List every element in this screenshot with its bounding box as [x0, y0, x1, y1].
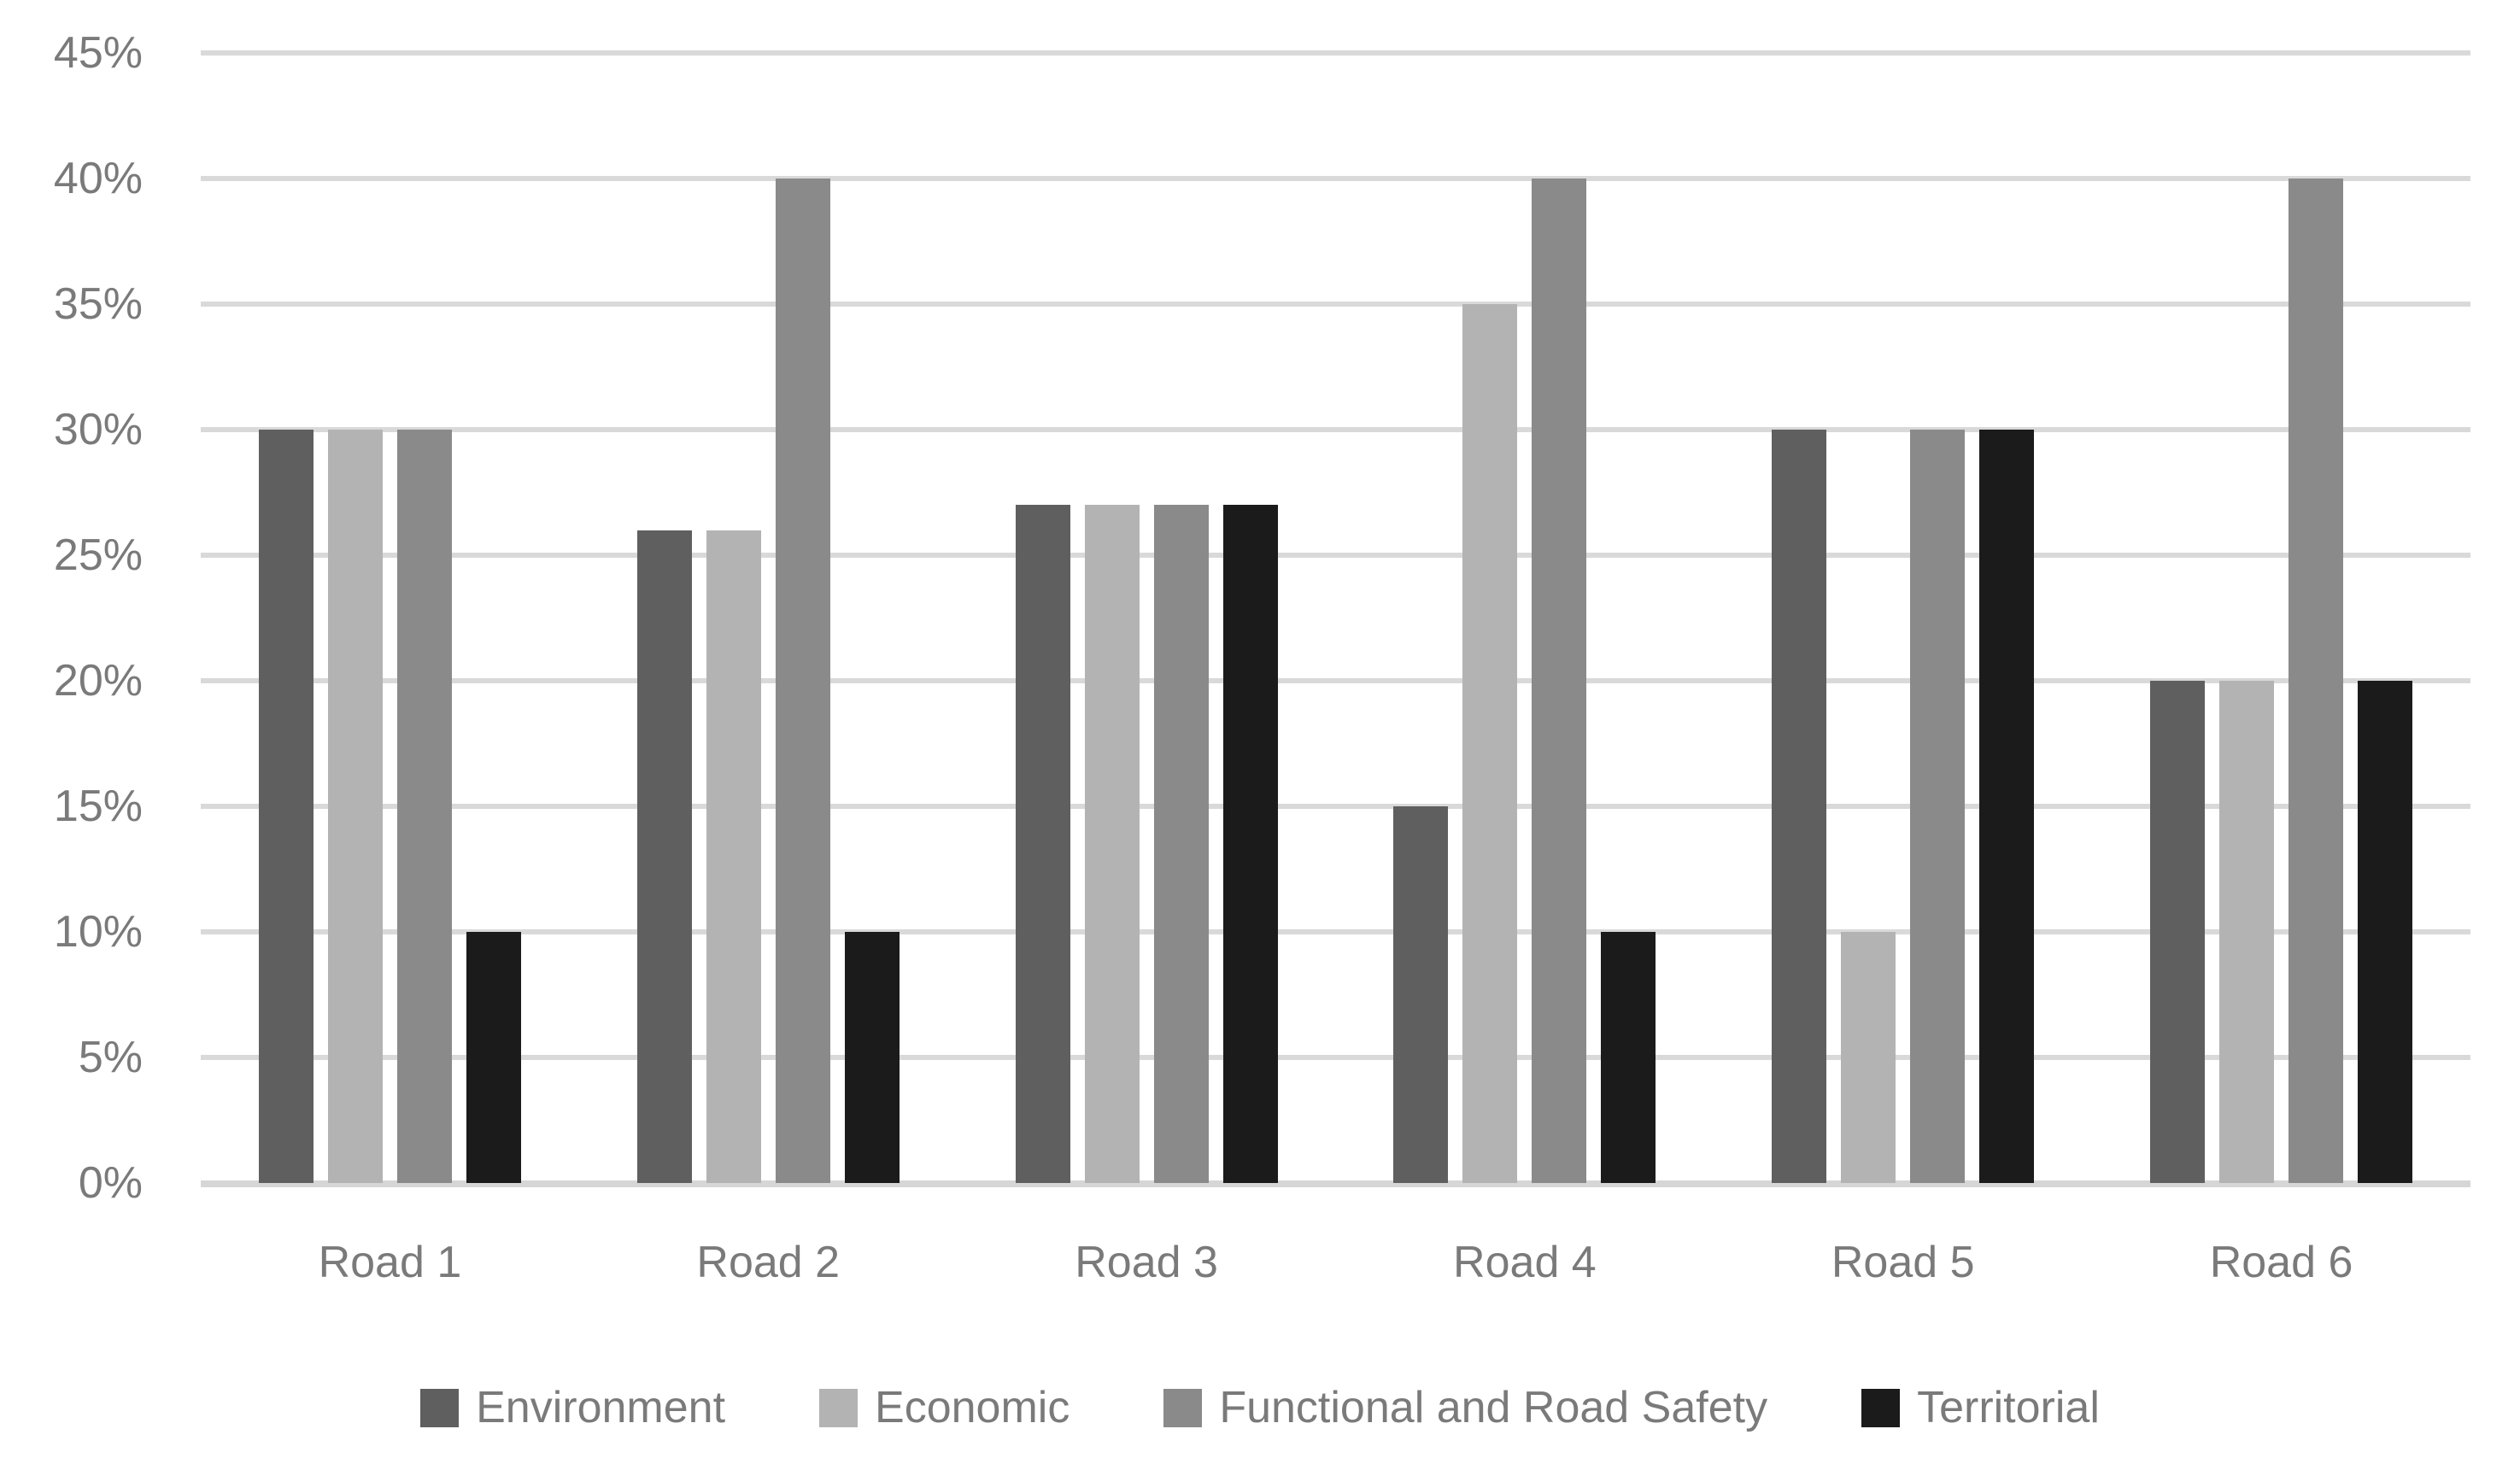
legend-label: Territorial: [1917, 1383, 2100, 1432]
legend-item: Territorial: [1861, 1377, 2100, 1438]
bar: [258, 430, 314, 1183]
legend-label: Functional and Road Safety: [1219, 1383, 1768, 1432]
legend-item: Economic: [819, 1377, 1070, 1438]
bar: [636, 530, 692, 1183]
bar-group: [958, 53, 1336, 1183]
bar: [2358, 681, 2413, 1183]
bar: [1841, 932, 1896, 1183]
bar-group: [579, 53, 958, 1183]
legend-item: Environment: [420, 1377, 725, 1438]
gridline: [201, 1055, 2470, 1060]
y-tick-label: 15%: [53, 782, 143, 831]
category-label: Road 2: [696, 1238, 841, 1287]
bar: [2150, 681, 2206, 1183]
category-label: Road 6: [2209, 1238, 2353, 1287]
bar: [844, 932, 900, 1183]
gridline: [201, 804, 2470, 809]
category-label: Road 1: [318, 1238, 462, 1287]
bar: [2289, 179, 2344, 1183]
y-tick-label: 10%: [53, 907, 143, 957]
y-tick-label: 25%: [53, 530, 143, 580]
gridline: [201, 553, 2470, 558]
x-axis-line: [201, 1180, 2470, 1187]
bar: [1532, 179, 1587, 1183]
gridline: [201, 929, 2470, 934]
bar: [1393, 806, 1449, 1183]
gridline: [201, 302, 2470, 307]
category-label: Road 3: [1075, 1238, 1218, 1287]
gridline: [201, 50, 2470, 56]
bar-group: [1335, 53, 1714, 1183]
y-tick-label: 30%: [53, 405, 143, 454]
bar: [1015, 505, 1070, 1183]
bar: [1910, 430, 1966, 1183]
y-tick-label: 20%: [53, 656, 143, 706]
bar: [1222, 505, 1278, 1183]
bar: [1601, 932, 1656, 1183]
category-label: Road 5: [1831, 1238, 1975, 1287]
x-axis-category-labels: Road 1 Road 2 Road 3 Road 4 Road 5 Road 6: [201, 1233, 2470, 1292]
y-tick-label: 40%: [53, 154, 143, 203]
bar: [466, 932, 521, 1183]
bar: [2219, 681, 2275, 1183]
legend-label: Environment: [476, 1383, 726, 1432]
legend-label: Economic: [875, 1383, 1070, 1432]
bar-group: [201, 53, 579, 1183]
gridline: [201, 176, 2470, 181]
bar: [327, 430, 383, 1183]
legend-swatch: [1861, 1388, 1901, 1427]
y-tick-label: 35%: [53, 279, 143, 329]
bar: [1084, 505, 1140, 1183]
gridline: [201, 678, 2470, 683]
y-tick-label: 0%: [78, 1158, 143, 1208]
bar-groups: [201, 53, 2470, 1183]
y-tick-label: 45%: [53, 28, 143, 78]
bar: [1153, 505, 1209, 1183]
bar-group: [2092, 53, 2470, 1183]
bar: [1979, 430, 2035, 1183]
bar: [396, 430, 452, 1183]
category-label: Road 4: [1453, 1238, 1597, 1287]
legend: Environment Economic Functional and Road S…: [0, 1377, 2520, 1438]
y-axis: 45% 40% 35% 30% 25% 20% 15% 10% 5% 0%: [0, 0, 143, 1470]
legend-item: Functional and Road Safety: [1163, 1377, 1767, 1438]
bar-group: [1714, 53, 2092, 1183]
gridline: [201, 427, 2470, 432]
bar: [1772, 430, 1827, 1183]
bar: [1462, 304, 1518, 1183]
bar: [706, 530, 761, 1183]
legend-swatch: [819, 1388, 859, 1427]
bar: [775, 179, 830, 1183]
legend-swatch: [420, 1388, 460, 1427]
y-tick-label: 5%: [78, 1033, 143, 1082]
legend-swatch: [1163, 1388, 1203, 1427]
plot-area: [201, 50, 2470, 1187]
